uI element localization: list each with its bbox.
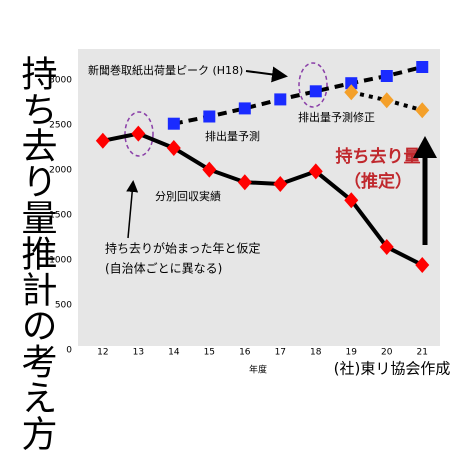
series-label: 排出量予測修正 xyxy=(298,110,375,124)
data-point xyxy=(202,161,217,178)
annotation-peak: 新聞巻取紙出荷量ピーク (H18) xyxy=(88,63,243,77)
x-tick-label: 14 xyxy=(168,348,180,358)
x-tick-label: 17 xyxy=(275,348,286,358)
data-point xyxy=(273,176,288,192)
highlight xyxy=(124,111,154,157)
annotation-estimate: （推定） xyxy=(344,171,412,192)
x-tick-label: 21 xyxy=(417,348,428,358)
x-tick-label: 12 xyxy=(97,348,108,358)
y-tick-label: 2500 xyxy=(49,121,72,131)
series-label: 排出量予測 xyxy=(205,129,260,143)
data-point xyxy=(95,132,110,149)
data-point xyxy=(415,102,430,119)
y-tick-label: 1500 xyxy=(49,211,72,221)
arrow xyxy=(126,180,139,239)
x-tick-label: 15 xyxy=(204,348,215,358)
data-point xyxy=(274,93,287,106)
series-label: 分別回収実績 xyxy=(155,189,221,203)
annotation-estimate: 持ち去り量 xyxy=(336,146,421,167)
annotation-start: (自治体ごとに異なる) xyxy=(105,261,222,276)
data-point xyxy=(237,174,252,191)
data-point xyxy=(380,70,393,82)
data-point xyxy=(344,192,359,209)
x-tick-label: 19 xyxy=(346,348,358,358)
arrow xyxy=(245,66,288,83)
y-tick-label: 2000 xyxy=(49,166,72,176)
arrow-head xyxy=(413,136,437,158)
chart-title: 持ち去り量推計の考え方 xyxy=(16,55,57,450)
data-point xyxy=(379,92,394,109)
data-point xyxy=(203,110,216,123)
y-tick-label: 1000 xyxy=(49,256,72,266)
data-point xyxy=(379,239,394,255)
y-tick-label: 0 xyxy=(66,346,72,356)
x-tick-label: 13 xyxy=(133,348,144,358)
x-tick-label: 20 xyxy=(381,348,393,358)
data-point xyxy=(167,117,180,130)
y-tick-label: 500 xyxy=(55,301,72,311)
x-tick-label: 18 xyxy=(310,348,322,358)
series-line xyxy=(102,131,424,267)
data-point xyxy=(415,257,430,273)
x-tick-label: 16 xyxy=(239,348,251,358)
data-point xyxy=(309,85,322,98)
annotation-start: 持ち去りが始まった年と仮定 xyxy=(105,241,261,256)
data-point xyxy=(166,140,181,156)
data-point xyxy=(131,125,146,142)
data-point xyxy=(344,84,359,101)
y-tick-label: 3000 xyxy=(49,76,72,86)
data-point xyxy=(238,102,251,115)
data-point xyxy=(345,77,358,90)
highlight xyxy=(298,62,328,108)
x-axis-label: 年度 xyxy=(249,364,267,376)
source: (社)東リ協会作成 xyxy=(334,360,450,378)
data-point xyxy=(308,163,323,180)
data-point xyxy=(416,61,429,73)
